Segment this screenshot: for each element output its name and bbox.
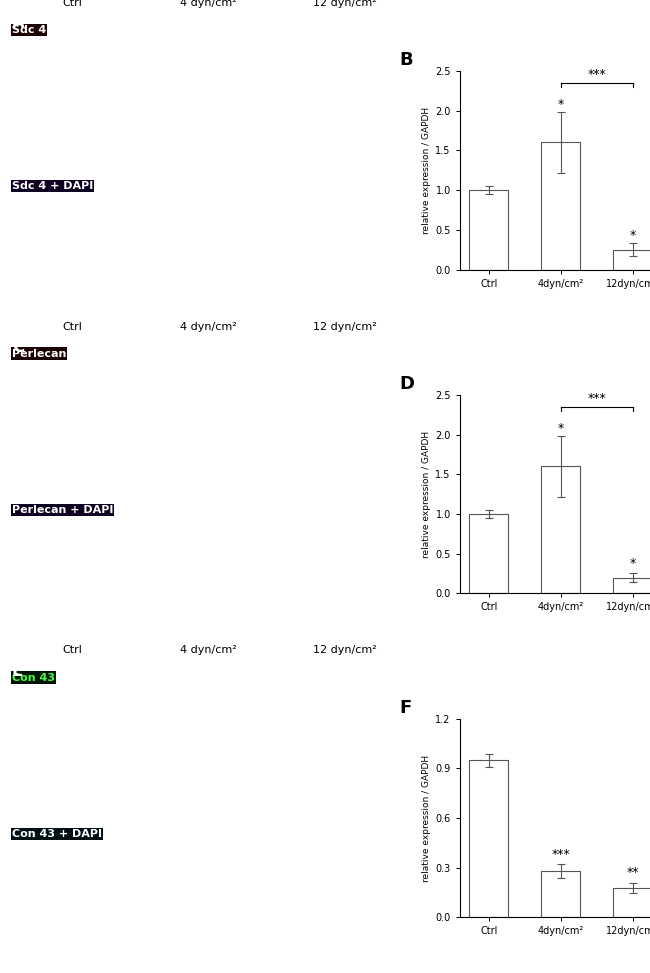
Bar	[541, 871, 580, 918]
Text: 50 μm: 50 μm	[29, 776, 53, 786]
Title: 4 dyn/cm²: 4 dyn/cm²	[180, 645, 237, 656]
Text: 50 μm: 50 μm	[302, 452, 326, 462]
Title: 12 dyn/cm²: 12 dyn/cm²	[313, 0, 377, 8]
Text: *: *	[558, 421, 564, 435]
Text: ***: ***	[587, 392, 606, 405]
Text: Sdc 4 + DAPI: Sdc 4 + DAPI	[12, 181, 93, 192]
Text: *: *	[558, 97, 564, 111]
Text: A: A	[12, 15, 25, 32]
Bar	[613, 250, 650, 270]
Text: *: *	[629, 229, 636, 241]
Text: 50 μm: 50 μm	[302, 128, 326, 138]
Bar	[613, 887, 650, 918]
Text: 50 μm: 50 μm	[165, 609, 189, 619]
Text: Perlecan: Perlecan	[12, 348, 66, 359]
Text: ***: ***	[587, 68, 606, 81]
Text: *: *	[629, 557, 636, 569]
Text: 50 μm: 50 μm	[165, 128, 189, 138]
Bar	[469, 190, 508, 270]
Text: 50 μm: 50 μm	[302, 609, 326, 619]
Y-axis label: relative expression / GAPDH: relative expression / GAPDH	[422, 431, 431, 558]
Text: 50 μm: 50 μm	[165, 285, 189, 295]
Title: Ctrl: Ctrl	[62, 321, 82, 332]
Bar	[613, 578, 650, 594]
Text: 50 μm: 50 μm	[29, 609, 53, 619]
Text: Con 43 + DAPI: Con 43 + DAPI	[12, 829, 102, 840]
Text: 50 μm: 50 μm	[29, 128, 53, 138]
Title: Ctrl: Ctrl	[62, 0, 82, 8]
Text: D: D	[399, 375, 414, 393]
Y-axis label: relative expression / GAPDH: relative expression / GAPDH	[422, 107, 431, 234]
Text: 50 μm: 50 μm	[29, 933, 53, 943]
Title: 12 dyn/cm²: 12 dyn/cm²	[313, 645, 377, 656]
Y-axis label: relative expression / GAPDH: relative expression / GAPDH	[422, 754, 431, 882]
Text: F: F	[399, 699, 411, 717]
Title: 12 dyn/cm²: 12 dyn/cm²	[313, 321, 377, 332]
Text: E: E	[12, 662, 23, 680]
Text: Con 43: Con 43	[12, 672, 55, 682]
Title: 4 dyn/cm²: 4 dyn/cm²	[180, 0, 237, 8]
Text: 50 μm: 50 μm	[302, 933, 326, 943]
Text: 50 μm: 50 μm	[165, 452, 189, 462]
Text: B: B	[399, 51, 413, 69]
Text: Perlecan + DAPI: Perlecan + DAPI	[12, 505, 113, 516]
Bar	[469, 514, 508, 594]
Title: Ctrl: Ctrl	[62, 645, 82, 656]
Text: C: C	[12, 339, 24, 356]
Text: 50 μm: 50 μm	[165, 776, 189, 786]
Bar	[541, 466, 580, 594]
Text: 50 μm: 50 μm	[29, 285, 53, 295]
Title: 4 dyn/cm²: 4 dyn/cm²	[180, 321, 237, 332]
Text: **: **	[627, 866, 639, 880]
Text: ***: ***	[551, 848, 570, 861]
Text: 50 μm: 50 μm	[302, 776, 326, 786]
Bar	[541, 142, 580, 270]
Text: 50 μm: 50 μm	[29, 452, 53, 462]
Bar	[469, 760, 508, 918]
Text: 50 μm: 50 μm	[302, 285, 326, 295]
Text: Sdc 4: Sdc 4	[12, 24, 46, 35]
Text: 50 μm: 50 μm	[165, 933, 189, 943]
